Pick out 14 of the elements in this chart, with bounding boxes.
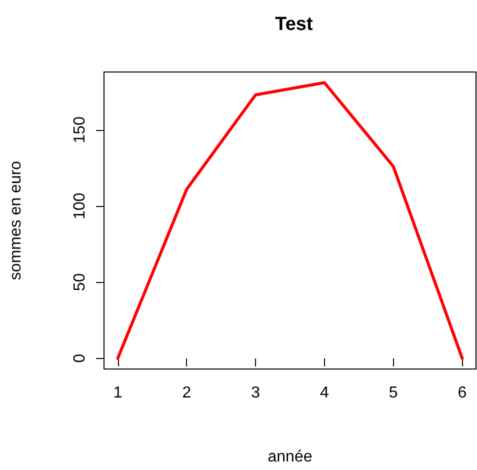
y-axis-title: sommes en euro — [8, 160, 24, 280]
y-tick-label: 100 — [72, 192, 88, 220]
x-tick-label: 1 — [113, 384, 122, 402]
x-tick-label: 2 — [182, 384, 192, 402]
x-tick-label: 6 — [458, 384, 467, 402]
x-tick-label: 5 — [388, 384, 398, 402]
y-tick-label: 50 — [72, 273, 88, 292]
y-tick-label: 0 — [72, 354, 88, 363]
x-tick-label: 3 — [251, 384, 260, 402]
chart-title: Test — [275, 14, 314, 35]
line-series — [116, 81, 464, 360]
x-tick-label: 4 — [320, 384, 329, 402]
x-axis-title: année — [268, 448, 312, 466]
y-tick-label: 150 — [72, 116, 88, 144]
